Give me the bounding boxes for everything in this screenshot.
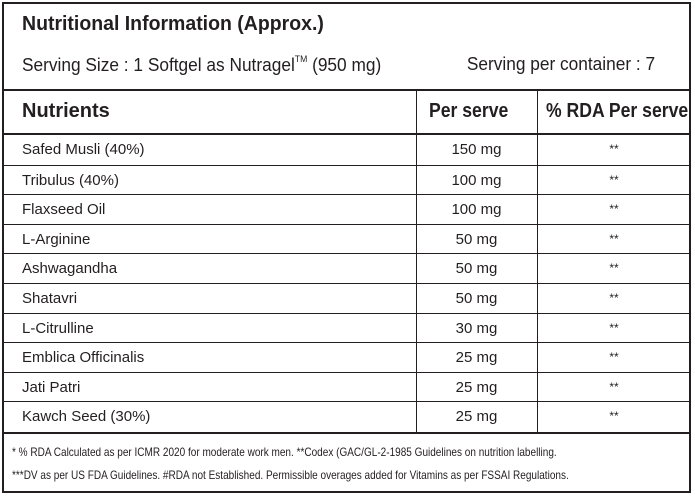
nutrient-per-serve: 25 mg <box>455 378 498 396</box>
nutrient-rda: ** <box>609 202 619 217</box>
nutrient-rda: ** <box>609 261 619 276</box>
nutrient-name: Ashwagandha <box>22 260 118 278</box>
table-row: Safed Musli (40%) 150 mg ** <box>4 135 689 164</box>
serving-size: Serving Size : 1 Softgel as NutragelTM (… <box>22 54 381 76</box>
nutrient-per-serve: 50 mg <box>455 260 498 278</box>
table-row: L-Arginine 50 mg ** <box>4 223 689 253</box>
table-top-border <box>4 89 689 91</box>
nutrient-name: Jati Patri <box>22 378 81 396</box>
table-bottom-border <box>4 432 689 434</box>
nutrient-rows: Safed Musli (40%) 150 mg ** Tribulus (40… <box>4 135 689 432</box>
trademark-mark: TM <box>294 54 308 64</box>
nutrient-rda: ** <box>609 142 619 156</box>
nutrient-rda: ** <box>609 320 619 335</box>
header-per-serve: Per serve <box>429 100 509 122</box>
nutrient-per-serve: 50 mg <box>455 290 498 307</box>
nutrient-per-serve: 100 mg <box>451 201 502 219</box>
table-row: Shatavri 50 mg ** <box>4 283 689 312</box>
nutrient-name: Kawch Seed (30%) <box>22 408 151 426</box>
table-row: Tribulus (40%) 100 mg ** <box>4 164 689 194</box>
nutrition-panel: Nutritional Information (Approx.) Servin… <box>2 2 691 493</box>
serving-size-text: Serving Size : 1 Softgel as Nutragel <box>22 55 295 75</box>
nutrient-rda: ** <box>609 409 619 424</box>
nutrient-per-serve: 30 mg <box>455 319 498 337</box>
footnote-rda: * % RDA Calculated as per ICMR 2020 for … <box>12 445 557 459</box>
nutrient-name: L-Arginine <box>22 230 91 248</box>
serving-per-container: Serving per container : 7 <box>466 54 655 74</box>
table-row: Flaxseed Oil 100 mg ** <box>4 194 689 223</box>
header-rda: % RDA Per serve <box>546 100 689 122</box>
nutrient-rda: ** <box>609 379 619 394</box>
nutrient-name: L-Citrulline <box>22 319 94 337</box>
footnote-dv: ***DV as per US FDA Guidelines. #RDA not… <box>12 468 569 482</box>
table-row: Ashwagandha 50 mg ** <box>4 253 689 282</box>
nutrient-per-serve: 25 mg <box>455 349 498 367</box>
panel-title: Nutritional Information (Approx.) <box>22 12 324 35</box>
table-row: Kawch Seed (30%) 25 mg ** <box>4 401 689 430</box>
nutrient-name: Emblica Officinalis <box>22 349 145 367</box>
table-row: L-Citrulline 30 mg ** <box>4 312 689 342</box>
nutrient-rda: ** <box>609 350 619 365</box>
header-nutrients: Nutrients <box>22 100 110 122</box>
nutrient-name: Flaxseed Oil <box>22 201 106 219</box>
nutrient-per-serve: 100 mg <box>451 171 502 189</box>
nutrient-per-serve: 25 mg <box>455 408 498 426</box>
table-row: Emblica Officinalis 25 mg ** <box>4 342 689 371</box>
nutrient-rda: ** <box>609 172 619 187</box>
serving-size-weight: (950 mg) <box>307 55 382 75</box>
column-divider-2 <box>537 90 538 433</box>
table-row: Jati Patri 25 mg ** <box>4 371 689 401</box>
nutrient-name: Tribulus (40%) <box>22 171 119 189</box>
nutrient-rda: ** <box>609 291 619 305</box>
nutrient-name: Shatavri <box>22 290 78 307</box>
nutrient-rda: ** <box>609 231 619 246</box>
nutrient-name: Safed Musli (40%) <box>22 141 145 158</box>
nutrient-per-serve: 150 mg <box>451 141 502 158</box>
header-bottom-border <box>4 133 689 135</box>
nutrient-per-serve: 50 mg <box>455 230 498 248</box>
column-divider-1 <box>416 90 417 433</box>
